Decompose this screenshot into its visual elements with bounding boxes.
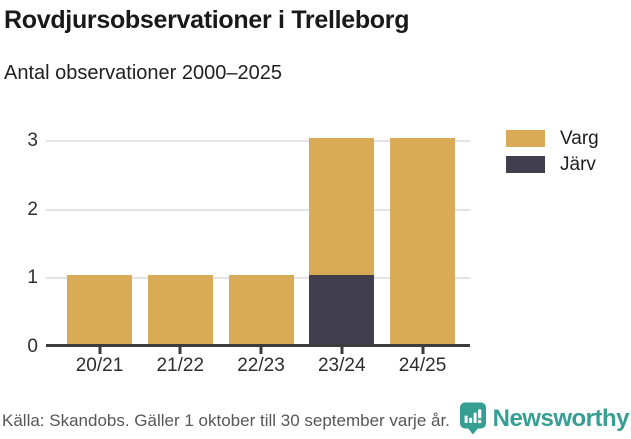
x-axis-tick: [421, 347, 424, 354]
bar-segment-jarv: [309, 275, 375, 344]
y-axis-label-2: 2: [27, 198, 38, 220]
legend-label-varg: Varg: [560, 128, 599, 149]
brand-name: Newsworthy: [492, 404, 630, 432]
x-axis-label-23-24: 23/24: [317, 355, 366, 376]
bar-segment-varg: [228, 275, 294, 344]
bar-segment-varg: [67, 275, 132, 344]
x-axis-tick: [98, 347, 101, 354]
source-note: Källa: Skandobs. Gäller 1 oktober till 3…: [2, 411, 450, 430]
x-axis-label-21-22: 21/22: [156, 355, 205, 376]
brand-footer: Newsworthy: [459, 402, 630, 435]
bars-container: 20/21 21/22 22/23 23/24 24/25: [46, 138, 470, 376]
legend-swatch-jarv: [506, 156, 545, 173]
x-axis-label-24-25: 24/25: [398, 355, 447, 376]
x-axis-label-22-23: 22/23: [237, 355, 285, 376]
x-axis-tick: [178, 347, 182, 354]
page-title: Rovdjursobservationer i Trelleborg: [4, 6, 410, 34]
newsworthy-logo-icon: [459, 402, 487, 435]
y-axis-label-0: 0: [27, 336, 38, 357]
legend-item-varg: Varg: [506, 128, 599, 149]
y-axis-label-3: 3: [27, 130, 38, 151]
gridline-y3: [46, 140, 470, 142]
legend: Varg Järv: [506, 128, 599, 182]
legend-item-jarv: Järv: [506, 154, 599, 175]
x-axis-tick: [340, 347, 344, 354]
bar-21-22: 21/22: [147, 275, 213, 376]
bar-24-25: 24/25: [390, 138, 455, 376]
bar-segment-varg: [390, 138, 455, 344]
bar-segment-varg: [309, 138, 375, 276]
plot-area: 20/21 21/22 22/23 23/24 24/25: [46, 138, 470, 376]
bar-22-23: 22/23: [228, 275, 294, 376]
legend-swatch-varg: [506, 130, 545, 147]
legend-label-jarv: Järv: [560, 154, 596, 175]
page-subtitle: Antal observationer 2000–2025: [4, 62, 282, 84]
gridline-y2: [46, 208, 470, 211]
x-axis-label-20-21: 20/21: [75, 355, 124, 376]
y-axis-label-1: 1: [27, 267, 38, 289]
bar-23-24: 23/24: [309, 138, 375, 376]
bar-20-21: 20/21: [67, 275, 132, 376]
bar-segment-varg: [147, 275, 213, 344]
x-axis-tick: [259, 347, 263, 354]
